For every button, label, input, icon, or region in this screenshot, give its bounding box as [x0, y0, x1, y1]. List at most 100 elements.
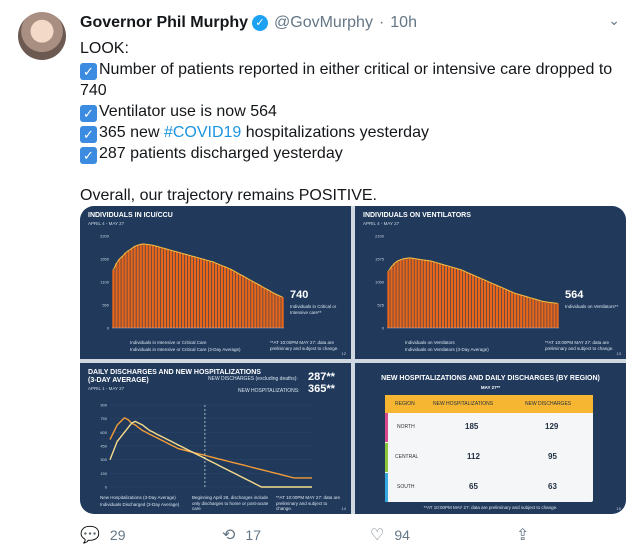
vent-bar — [429, 260, 432, 328]
reply-icon: 💬 — [80, 527, 100, 544]
icu-bar — [251, 281, 254, 328]
icu-bar — [205, 260, 209, 328]
vent-ytick: 0 — [382, 326, 385, 331]
vent-value: 564 — [565, 289, 584, 301]
discharges-legend-2: Individuals Discharged (3-Day Average) — [100, 502, 180, 507]
media-grid[interactable]: INDIVIDUALS IN ICU/CCU APRIL 4 - MAY 27 … — [80, 206, 626, 514]
bullet-4: 287 patients discharged yesterday — [99, 145, 343, 162]
icu-bar — [175, 251, 179, 328]
retweet-button[interactable]: ⟲ 17 — [222, 525, 261, 545]
vent-bar — [387, 271, 390, 328]
tweet-text: LOOK: ✓ Number of patients reported in ei… — [80, 38, 625, 206]
new-hosp-label: NEW HOSPITALIZATIONS: — [238, 388, 300, 394]
vent-bar — [520, 295, 523, 328]
vent-bar — [447, 266, 451, 328]
region-north: NORTH — [397, 424, 415, 430]
share-button[interactable]: ⇪ — [516, 525, 539, 545]
icu-bar — [136, 245, 139, 328]
vent-ytick: 2100 — [375, 234, 385, 239]
checkbox-icon: ✓ — [80, 147, 97, 164]
icu-bar — [199, 258, 203, 328]
icu-bar — [127, 250, 130, 328]
vent-bar — [414, 258, 417, 328]
discharges-title-2: (3-DAY AVERAGE) — [88, 377, 149, 384]
author-avatar[interactable] — [18, 12, 66, 60]
vent-bar — [504, 289, 508, 328]
icu-bar — [151, 245, 154, 328]
checkbox-icon: ✓ — [80, 126, 97, 143]
vent-bar — [492, 284, 496, 328]
vent-panel[interactable]: INDIVIDUALS ON VENTILATORS APRIL 4 - MAY… — [355, 206, 626, 359]
region-subtitle: MAY 27** — [480, 385, 501, 390]
hashtag-link[interactable]: #COVID19 — [163, 124, 242, 141]
new-discharges-value: 287** — [308, 371, 335, 383]
vent-bar — [423, 260, 426, 328]
icu-ytick: 550 — [102, 303, 109, 308]
icu-bar — [121, 256, 124, 328]
tweet-header: Governor Phil Murphy ✓ @GovMurphy · 10h … — [80, 12, 620, 34]
icu-bar — [148, 244, 151, 328]
vent-bar — [453, 267, 457, 328]
tweet-actions: 💬 29 ⟲ 17 ♡ 94 ⇪ — [80, 525, 540, 545]
icu-avg-line — [113, 243, 283, 298]
vent-bar — [544, 301, 547, 328]
vent-bar — [535, 299, 538, 328]
icu-bar — [245, 277, 248, 328]
vent-subtitle: APRIL 4 - MAY 27 — [363, 221, 400, 226]
icu-bar — [157, 246, 160, 328]
caret-down-icon[interactable]: ⌄ — [608, 12, 620, 28]
vent-bar — [408, 257, 411, 328]
vent-page: 13 — [616, 351, 621, 356]
tweet-time[interactable]: 10h — [390, 14, 417, 31]
icu-bar — [226, 268, 230, 328]
vent-avg-line — [388, 257, 558, 304]
vent-bar — [405, 258, 408, 328]
north-hosp: 185 — [465, 422, 479, 431]
vent-bar — [420, 259, 423, 328]
vent-bar — [471, 274, 475, 328]
icu-bar — [196, 257, 200, 328]
reply-button[interactable]: 💬 29 — [80, 525, 126, 545]
icu-bar — [187, 255, 191, 328]
icu-bar — [211, 261, 215, 328]
discharges-ytick: 450 — [100, 444, 107, 449]
icu-legend-1: Individuals in Intensive or Critical Car… — [130, 340, 207, 345]
discharges-ytick: 300 — [100, 457, 107, 462]
vent-bar — [538, 300, 541, 328]
icu-bar — [229, 269, 233, 328]
vent-bar — [432, 261, 435, 328]
bullet-2: Ventilator use is now 564 — [99, 103, 277, 120]
region-central: CENTRAL — [395, 454, 419, 460]
discharges-note: **AT 10:00PM MAY 27: data are preliminar… — [276, 495, 340, 511]
icu-bar — [115, 263, 118, 328]
icu-title: INDIVIDUALS IN ICU/CCU — [88, 212, 173, 219]
verified-badge-icon: ✓ — [252, 15, 269, 31]
icu-value: 740 — [290, 289, 309, 301]
col-new-hosp: NEW HOSPITALIZATIONS — [433, 401, 494, 407]
tweet-lead: LOOK: — [80, 40, 129, 57]
icu-bar — [118, 259, 121, 328]
author-handle[interactable]: @GovMurphy — [274, 14, 373, 31]
icu-panel[interactable]: INDIVIDUALS IN ICU/CCU APRIL 4 - MAY 27 … — [80, 206, 351, 359]
discharges-panel[interactable]: DAILY DISCHARGES AND NEW HOSPITALIZATION… — [80, 363, 351, 514]
vent-bar — [396, 260, 399, 328]
like-count: 94 — [394, 527, 410, 543]
vent-value-caption: Individuals on Ventilators** — [565, 304, 619, 309]
vent-bar — [441, 264, 445, 328]
icu-ytick: 2200 — [100, 234, 110, 239]
retweet-count: 17 — [245, 527, 261, 543]
vent-bar — [514, 293, 517, 328]
region-title: NEW HOSPITALIZATIONS AND DAILY DISCHARGE… — [381, 375, 600, 382]
vent-bar — [474, 276, 478, 328]
icu-subtitle: APRIL 4 - MAY 27 — [88, 221, 125, 226]
like-button[interactable]: ♡ 94 — [370, 525, 410, 545]
new-discharges-label: NEW DISCHARGES (excluding deaths): — [208, 376, 298, 382]
central-hosp: 112 — [467, 452, 480, 461]
region-panel[interactable]: NEW HOSPITALIZATIONS AND DAILY DISCHARGE… — [355, 363, 626, 514]
vent-bar — [465, 272, 469, 328]
icu-legend-2: Individuals in Intensive or Critical Car… — [130, 347, 241, 352]
icu-bar — [145, 244, 148, 328]
icu-bar — [181, 253, 185, 328]
vent-chart: 2100 1575 1050 525 0 — [375, 234, 559, 331]
author-name[interactable]: Governor Phil Murphy — [80, 14, 249, 31]
